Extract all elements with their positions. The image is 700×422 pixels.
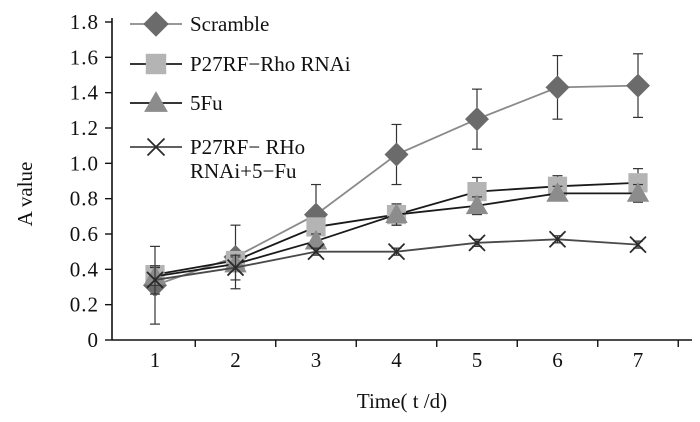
legend-label: P27RF−Rho RNAi — [190, 52, 351, 76]
x-marker-stroke — [307, 243, 325, 261]
series-4 — [146, 230, 647, 295]
x-marker — [468, 234, 486, 252]
x-marker-stroke — [629, 235, 647, 254]
legend-label: Scramble — [190, 12, 269, 36]
x-marker-stroke — [387, 243, 406, 261]
x-marker — [146, 271, 164, 289]
chart-axes — [111, 18, 692, 341]
legend-item: P27RF−Rho RNAi — [130, 52, 351, 76]
y-axis-label: A value — [13, 162, 37, 227]
x-tick-label: 6 — [552, 348, 563, 372]
triangle-marker — [465, 194, 489, 215]
x-marker-stroke — [146, 137, 166, 157]
y-tick-label: 0.2 — [70, 293, 99, 317]
x-marker — [629, 235, 647, 254]
square-marker — [145, 53, 167, 75]
diamond-marker — [545, 75, 570, 100]
legend-label: 5Fu — [190, 91, 223, 115]
x-marker — [387, 243, 406, 261]
x-marker — [146, 137, 166, 157]
x-axis-label: Time( t /d) — [357, 389, 447, 413]
triangle-marker — [626, 182, 650, 202]
x-marker-stroke — [548, 230, 567, 248]
triangle-marker — [546, 182, 569, 202]
x-tick-label: 4 — [391, 348, 402, 372]
y-tick-label: 1.4 — [70, 81, 99, 105]
legend: Scramble P27RF−Rho RNAi 5Fu P27RF− RHoRNAi+… — [130, 11, 351, 183]
triangle-marker — [144, 91, 168, 112]
diamond-marker — [384, 142, 409, 167]
x-marker — [226, 258, 245, 277]
square-marker — [306, 217, 326, 237]
y-tick-label: 1.8 — [70, 10, 99, 34]
x-tick-label: 3 — [311, 348, 322, 372]
diamond-marker — [626, 73, 650, 98]
legend-item: 5Fu — [130, 91, 223, 115]
y-tick-label: 0.4 — [70, 257, 99, 281]
x-axis-ticks: 1 2 3 4 5 6 7 — [150, 340, 679, 372]
series-group — [143, 53, 650, 325]
x-tick-label: 5 — [472, 348, 483, 372]
x-marker — [548, 230, 567, 248]
x-marker-stroke — [468, 234, 486, 252]
triangle-marker — [304, 229, 328, 250]
x-tick-label: 2 — [230, 348, 241, 372]
legend-item: Scramble — [130, 11, 269, 37]
x-tick-label: 1 — [150, 348, 161, 372]
legend-label: RNAi+5−Fu — [190, 159, 297, 183]
y-axis-ticks: 0 0.2 0.4 0.6 0.8 1.0 1.2 1.4 1.6 1.8 — [70, 10, 112, 352]
triangle-marker — [385, 203, 408, 223]
y-tick-label: 0 — [88, 328, 100, 352]
y-tick-label: 1.2 — [70, 116, 99, 140]
diamond-marker — [465, 107, 489, 132]
y-tick-label: 0.8 — [70, 187, 99, 211]
x-marker-stroke — [146, 271, 164, 289]
diamond-marker — [143, 11, 169, 37]
x-marker-stroke — [226, 258, 245, 277]
y-tick-label: 1.0 — [70, 151, 99, 175]
x-marker — [307, 243, 325, 261]
legend-label: P27RF− RHo — [190, 135, 305, 159]
y-tick-label: 0.6 — [70, 222, 99, 246]
y-tick-label: 1.6 — [70, 45, 99, 69]
x-tick-label: 7 — [633, 348, 644, 372]
